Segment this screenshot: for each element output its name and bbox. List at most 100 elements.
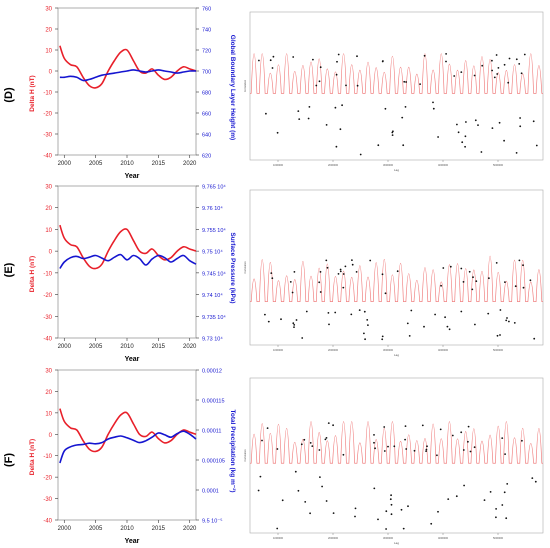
- data-point: [533, 337, 536, 340]
- data-point: [292, 56, 295, 58]
- data-point: [335, 73, 338, 76]
- data-point: [532, 120, 535, 123]
- data-point: [503, 491, 506, 494]
- data-point: [297, 489, 300, 492]
- data-point: [384, 292, 387, 295]
- data-point: [503, 139, 505, 142]
- variable-line: [59, 430, 197, 464]
- y-axis-label: Correlation: [244, 449, 247, 462]
- data-point: [495, 262, 498, 264]
- right-chart-1: Correlation 1000000 2000000 3000000 4000000 5…: [244, 11, 544, 172]
- data-point: [488, 277, 490, 280]
- data-point: [499, 334, 501, 336]
- data-point: [356, 84, 359, 87]
- data-point: [522, 264, 524, 267]
- data-point: [342, 273, 345, 275]
- data-point: [336, 60, 338, 63]
- panel-label: (D): [3, 87, 15, 103]
- x-tick-label: 1000000: [273, 163, 284, 167]
- data-point: [465, 121, 467, 123]
- data-point: [518, 63, 521, 65]
- right-chart-2: Correlation 1000000 2000000 3000000 4000000 5…: [244, 189, 544, 357]
- data-point: [491, 69, 493, 72]
- data-point: [434, 313, 436, 316]
- data-point: [327, 312, 330, 314]
- data-point: [264, 313, 266, 316]
- data-point: [477, 124, 479, 126]
- data-point: [444, 316, 446, 319]
- panel-label: (E): [3, 262, 15, 277]
- data-point: [289, 281, 292, 283]
- data-point: [381, 60, 384, 63]
- data-point: [496, 334, 499, 337]
- plot-frame: [57, 185, 197, 339]
- data-point: [460, 267, 463, 270]
- data-point: [506, 483, 509, 485]
- x-tick-label: 2000000: [328, 163, 339, 167]
- data-point: [464, 135, 467, 138]
- x-tick-label: 3000000: [383, 348, 394, 352]
- data-point: [402, 144, 405, 147]
- data-point: [403, 80, 406, 83]
- data-point: [319, 66, 322, 69]
- data-point: [373, 441, 375, 444]
- data-point: [469, 450, 472, 453]
- right-tick-label: 620: [202, 154, 211, 160]
- data-point: [461, 141, 464, 144]
- data-point: [297, 110, 300, 112]
- data-point: [473, 446, 476, 449]
- x-tick-label: 2010: [120, 161, 134, 167]
- left-tick-label: 30: [45, 185, 52, 191]
- data-point: [309, 512, 311, 515]
- data-point: [309, 442, 312, 444]
- data-point: [358, 309, 361, 311]
- data-point: [363, 310, 366, 313]
- data-point: [325, 437, 328, 439]
- data-point: [495, 54, 498, 56]
- x-axis-label: Year: [125, 356, 140, 363]
- data-point: [460, 71, 463, 73]
- data-point: [396, 270, 399, 273]
- x-tick-label: 2020: [183, 161, 197, 167]
- data-point: [448, 328, 451, 331]
- data-point: [408, 335, 411, 337]
- data-point: [344, 265, 347, 268]
- x-tick-label: 3000000: [383, 536, 394, 540]
- data-point: [377, 144, 380, 147]
- data-point: [400, 508, 403, 511]
- left-tick-label: -30: [43, 497, 52, 503]
- x-tick-label: 2010: [120, 526, 134, 532]
- delta-h-line: [59, 45, 197, 89]
- data-point: [342, 453, 345, 456]
- data-point: [319, 476, 321, 478]
- data-point: [472, 276, 474, 279]
- data-point: [455, 495, 458, 498]
- left-tick-label: 30: [45, 7, 52, 13]
- data-point: [468, 270, 471, 273]
- data-point: [351, 259, 353, 261]
- x-tick-label: 2015: [152, 526, 166, 532]
- data-point: [332, 512, 335, 514]
- right-tick-label: 720: [202, 49, 211, 55]
- right-tick-label: 9.755 10⁴: [202, 227, 226, 234]
- left-tick-label: -30: [43, 133, 52, 139]
- right-tick-label: 0.00012: [202, 369, 222, 375]
- right-tick-label: 9.73 10⁴: [202, 336, 223, 343]
- data-point: [402, 527, 405, 530]
- data-point: [445, 60, 447, 63]
- data-point: [304, 501, 307, 503]
- data-point: [267, 320, 270, 323]
- right-tick-label: 9.735 10⁴: [202, 314, 226, 321]
- x-axis-label: Lag: [394, 168, 399, 172]
- data-point: [389, 498, 392, 501]
- data-point: [508, 320, 510, 323]
- x-tick-label: 2005: [89, 161, 103, 167]
- data-point: [342, 286, 345, 289]
- left-tick-label: 10: [45, 228, 52, 234]
- left-tick-label: -20: [43, 112, 52, 118]
- data-point: [318, 80, 321, 83]
- data-point: [345, 84, 347, 87]
- data-point: [321, 485, 323, 488]
- left-tick-label: -20: [43, 293, 52, 299]
